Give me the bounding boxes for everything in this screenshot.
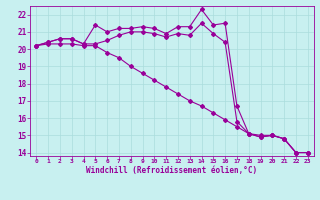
X-axis label: Windchill (Refroidissement éolien,°C): Windchill (Refroidissement éolien,°C) [86,166,258,175]
